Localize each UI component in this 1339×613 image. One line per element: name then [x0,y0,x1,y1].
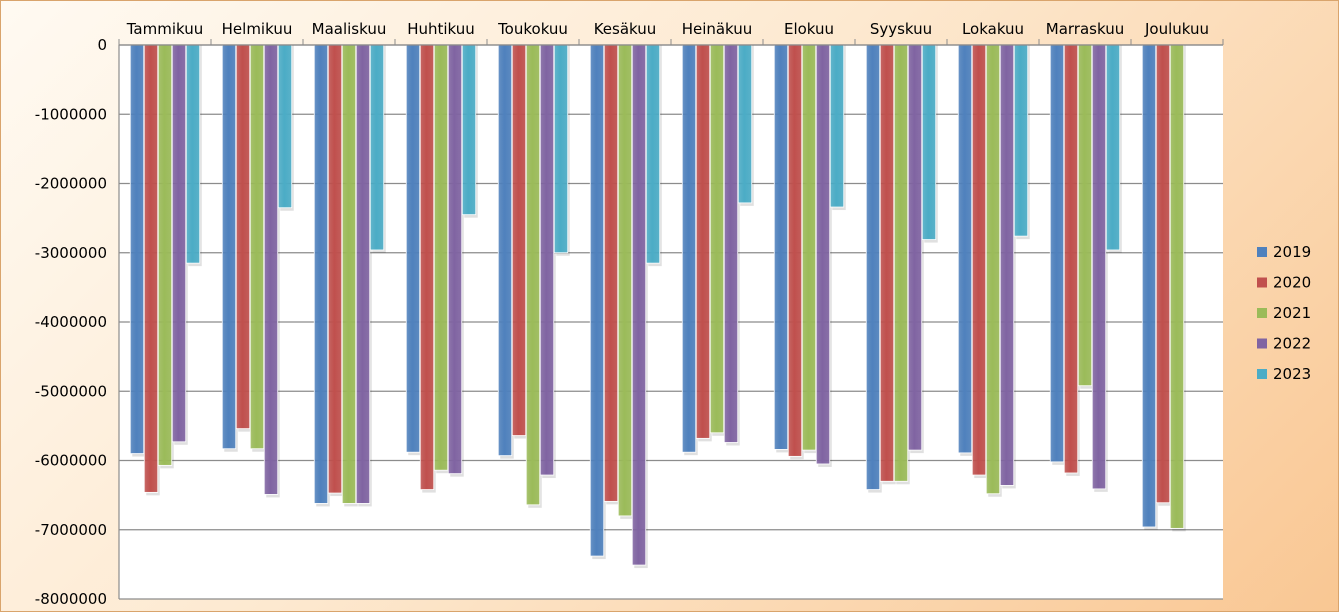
legend-label: 2023 [1273,365,1311,383]
y-tick-label: 0 [97,36,107,54]
legend-label: 2019 [1273,243,1311,261]
legend-swatch [1257,308,1267,318]
bar-2019-7 [773,44,789,450]
bar-2019-5 [589,44,605,557]
bar-2021-11 [1169,44,1185,529]
bar-2020-5 [603,44,619,502]
bar-2021-1 [249,44,265,450]
bar-2021-5 [617,44,633,517]
y-tick-label: -8000000 [35,590,107,608]
bar-2019-1 [221,44,237,450]
category-label: Tammikuu [126,20,204,38]
category-label: Heinäkuu [682,20,753,38]
bar-2023-3 [461,44,477,216]
legend: 2019 2020 2021 2022 2023 [1257,243,1311,383]
category-label: Toukokuu [497,20,568,38]
bar-2020-0 [143,44,159,493]
y-tick-label: -5000000 [35,382,107,400]
bar-2021-6 [709,44,725,434]
bar-2022-3 [447,44,463,475]
bar-2019-2 [313,44,329,504]
bar-2023-4 [553,44,569,254]
bar-2022-5 [631,44,647,566]
category-label: Maaliskuu [312,20,387,38]
category-label: Elokuu [784,20,834,38]
bar-2022-8 [907,44,923,451]
bar-2020-2 [327,44,343,494]
bar-2023-0 [185,44,201,264]
bar-2020-1 [235,44,251,430]
category-label: Lokakuu [962,20,1024,38]
bar-2020-6 [695,44,711,439]
bar-2022-4 [539,44,555,476]
bar-2019-9 [957,44,973,454]
bar-2022-6 [723,44,739,443]
bar-2021-2 [341,44,357,504]
y-tick-label: -3000000 [35,244,107,262]
bar-2022-9 [999,44,1015,486]
bar-2020-10 [1063,44,1079,474]
bar-2023-6 [737,44,753,204]
bar-2023-2 [369,44,385,251]
bar-2020-11 [1155,44,1171,504]
bar-2020-9 [971,44,987,476]
bar-2022-2 [355,44,371,504]
bar-2023-1 [277,44,293,209]
bar-2021-4 [525,44,541,506]
bar-2020-3 [419,44,435,490]
bar-2023-7 [829,44,845,208]
bars [129,44,1186,569]
bar-2021-3 [433,44,449,471]
legend-swatch [1257,247,1267,257]
category-label: Marraskuu [1046,20,1124,38]
bar-2021-10 [1077,44,1093,387]
bar-2019-8 [865,44,881,490]
bar-2022-7 [815,44,831,465]
bar-2021-7 [801,44,817,451]
y-tick-label: -1000000 [35,105,107,123]
bar-2023-9 [1013,44,1029,237]
bar-2022-0 [171,44,187,443]
category-label: Joulukuu [1144,20,1209,38]
bar-2022-1 [263,44,279,495]
bar-2020-4 [511,44,527,436]
y-tick-label: -4000000 [35,313,107,331]
bar-2021-9 [985,44,1001,495]
bar-2019-3 [405,44,421,453]
legend-swatch [1257,277,1267,288]
y-tick-label: -6000000 [35,452,107,470]
category-label: Huhtikuu [407,20,475,38]
bar-2023-5 [645,44,661,264]
bar-2019-4 [497,44,513,457]
bar-2023-8 [921,44,937,240]
y-tick-label: -2000000 [35,175,107,193]
legend-label: 2022 [1273,335,1311,353]
bar-2021-8 [893,44,909,482]
bar-2020-8 [879,44,895,482]
bar-2019-11 [1141,44,1157,528]
bar-2021-0 [157,44,173,466]
category-label: Helmikuu [222,20,293,38]
bar-2019-6 [681,44,697,453]
legend-label: 2020 [1273,274,1311,292]
legend-swatch [1257,369,1267,379]
category-label: Syyskuu [870,20,932,38]
category-label: Kesäkuu [594,20,657,38]
bar-2019-0 [129,44,145,454]
legend-swatch [1257,338,1267,349]
bar-2020-7 [787,44,803,457]
legend-label: 2021 [1273,304,1311,322]
bar-2019-10 [1049,44,1065,463]
axes: 0 -1000000 -2000000 -3000000 -4000000 -500000… [35,20,1224,608]
y-tick-label: -7000000 [35,521,107,539]
bar-2023-10 [1105,44,1121,251]
bar-2022-10 [1091,44,1107,490]
